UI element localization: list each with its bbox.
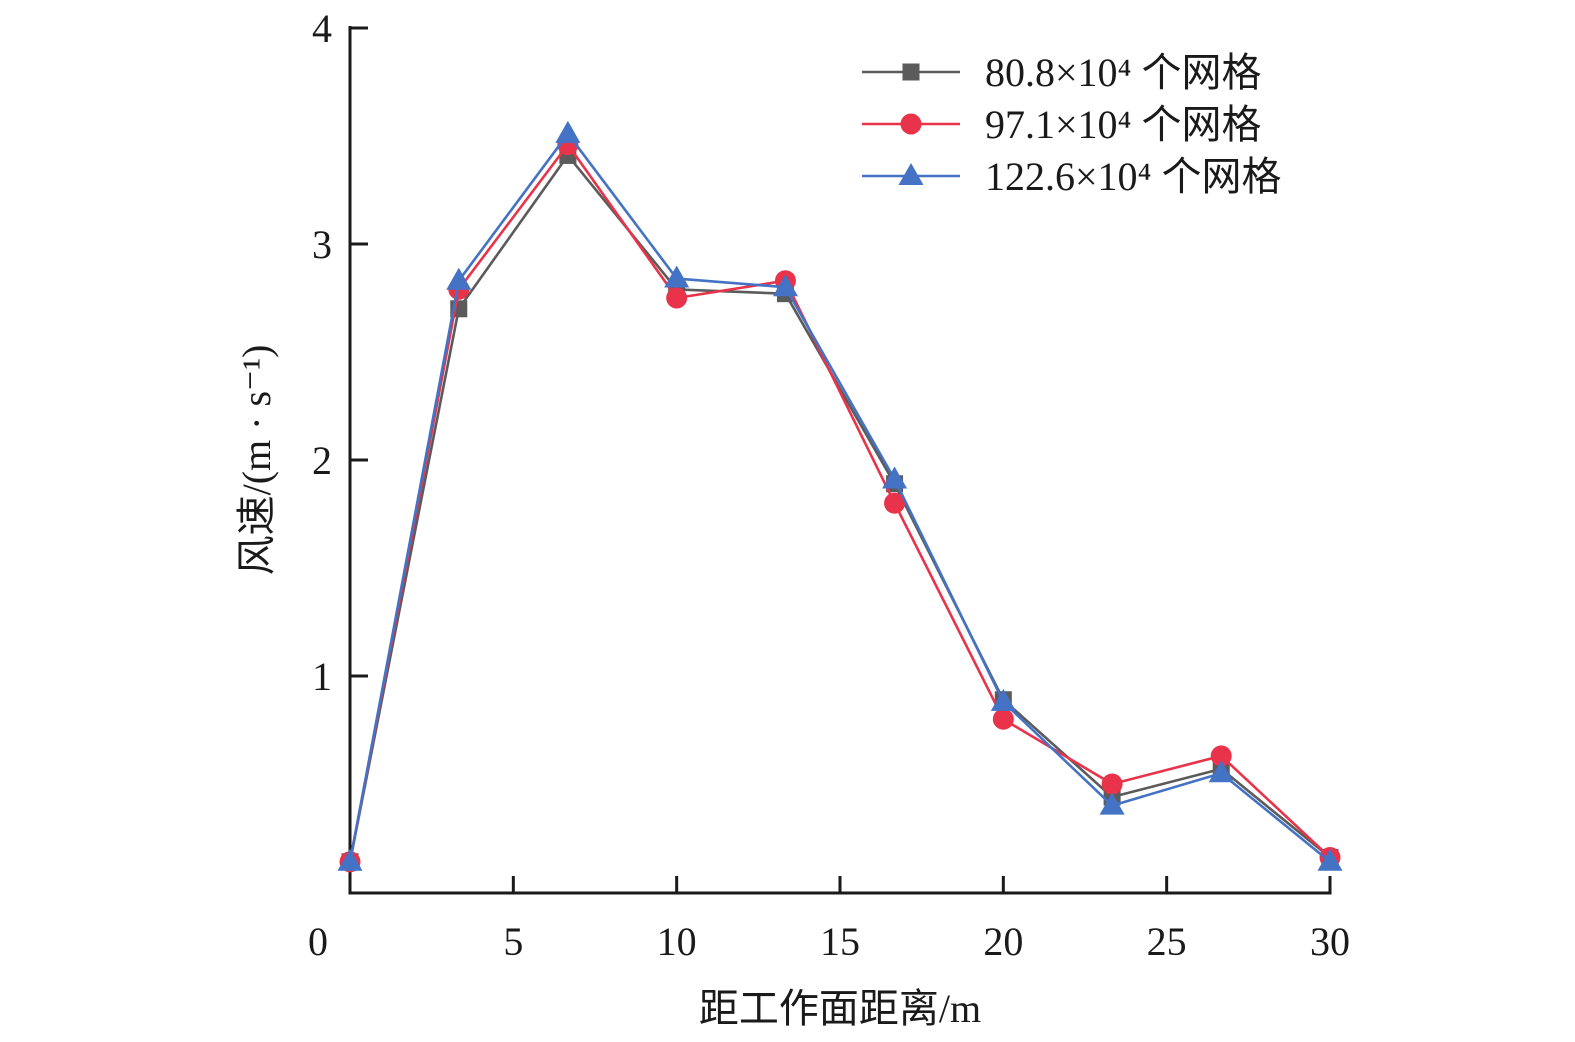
data-point — [446, 267, 472, 290]
legend: 80.8×10⁴ 个网格 97.1×10⁴ 个网格 122.6×10⁴ 个网格 — [862, 50, 1282, 199]
data-point — [1210, 745, 1232, 767]
series-line — [348, 132, 1331, 863]
data-point — [1317, 848, 1343, 871]
series — [337, 120, 1343, 871]
y-tick-label: 3 — [312, 222, 332, 267]
series — [339, 134, 1341, 873]
series-line — [348, 154, 1331, 863]
series-line — [348, 143, 1331, 863]
data-point — [664, 265, 690, 288]
x-tick-label: 10 — [657, 919, 697, 964]
x-ticks: 0 5 10 15 20 25 30 — [308, 876, 1350, 964]
data-point — [666, 287, 688, 309]
data-point — [882, 466, 908, 489]
x-tick-label: 15 — [820, 919, 860, 964]
legend-label: 80.8×10⁴ 个网格 — [985, 50, 1262, 95]
y-tick-label: 2 — [312, 438, 332, 483]
x-tick-label: 25 — [1147, 919, 1187, 964]
legend-marker — [900, 113, 922, 135]
legend-item: 80.8×10⁴ 个网格 — [862, 50, 1262, 95]
legend-label: 122.6×10⁴ 个网格 — [985, 154, 1282, 199]
data-point — [1101, 773, 1123, 795]
x-tick-label: 20 — [983, 919, 1023, 964]
series — [341, 146, 1339, 871]
legend-item: 122.6×10⁴ 个网格 — [862, 154, 1282, 199]
legend-item: 97.1×10⁴ 个网格 — [862, 102, 1262, 147]
series-layer — [337, 120, 1343, 873]
data-point — [337, 848, 363, 871]
legend-marker — [902, 63, 920, 81]
data-point — [1099, 792, 1125, 815]
data-point — [1208, 760, 1234, 783]
data-point — [555, 120, 581, 143]
y-tick-label: 4 — [312, 6, 332, 51]
x-tick-label: 0 — [308, 919, 328, 964]
x-axis-title: 距工作面距离/m — [699, 986, 981, 1031]
y-tick-label: 1 — [312, 654, 332, 699]
x-tick-label: 30 — [1310, 919, 1350, 964]
data-point — [772, 274, 798, 297]
data-point — [992, 708, 1014, 730]
legend-label: 97.1×10⁴ 个网格 — [985, 102, 1262, 147]
legend-marker — [898, 163, 924, 185]
data-point — [990, 688, 1016, 711]
y-axis-title: 风速/(m · s⁻¹) — [234, 345, 279, 576]
x-tick-label: 5 — [503, 919, 523, 964]
y-ticks: 1 2 3 4 — [312, 6, 368, 699]
data-point — [884, 492, 906, 514]
